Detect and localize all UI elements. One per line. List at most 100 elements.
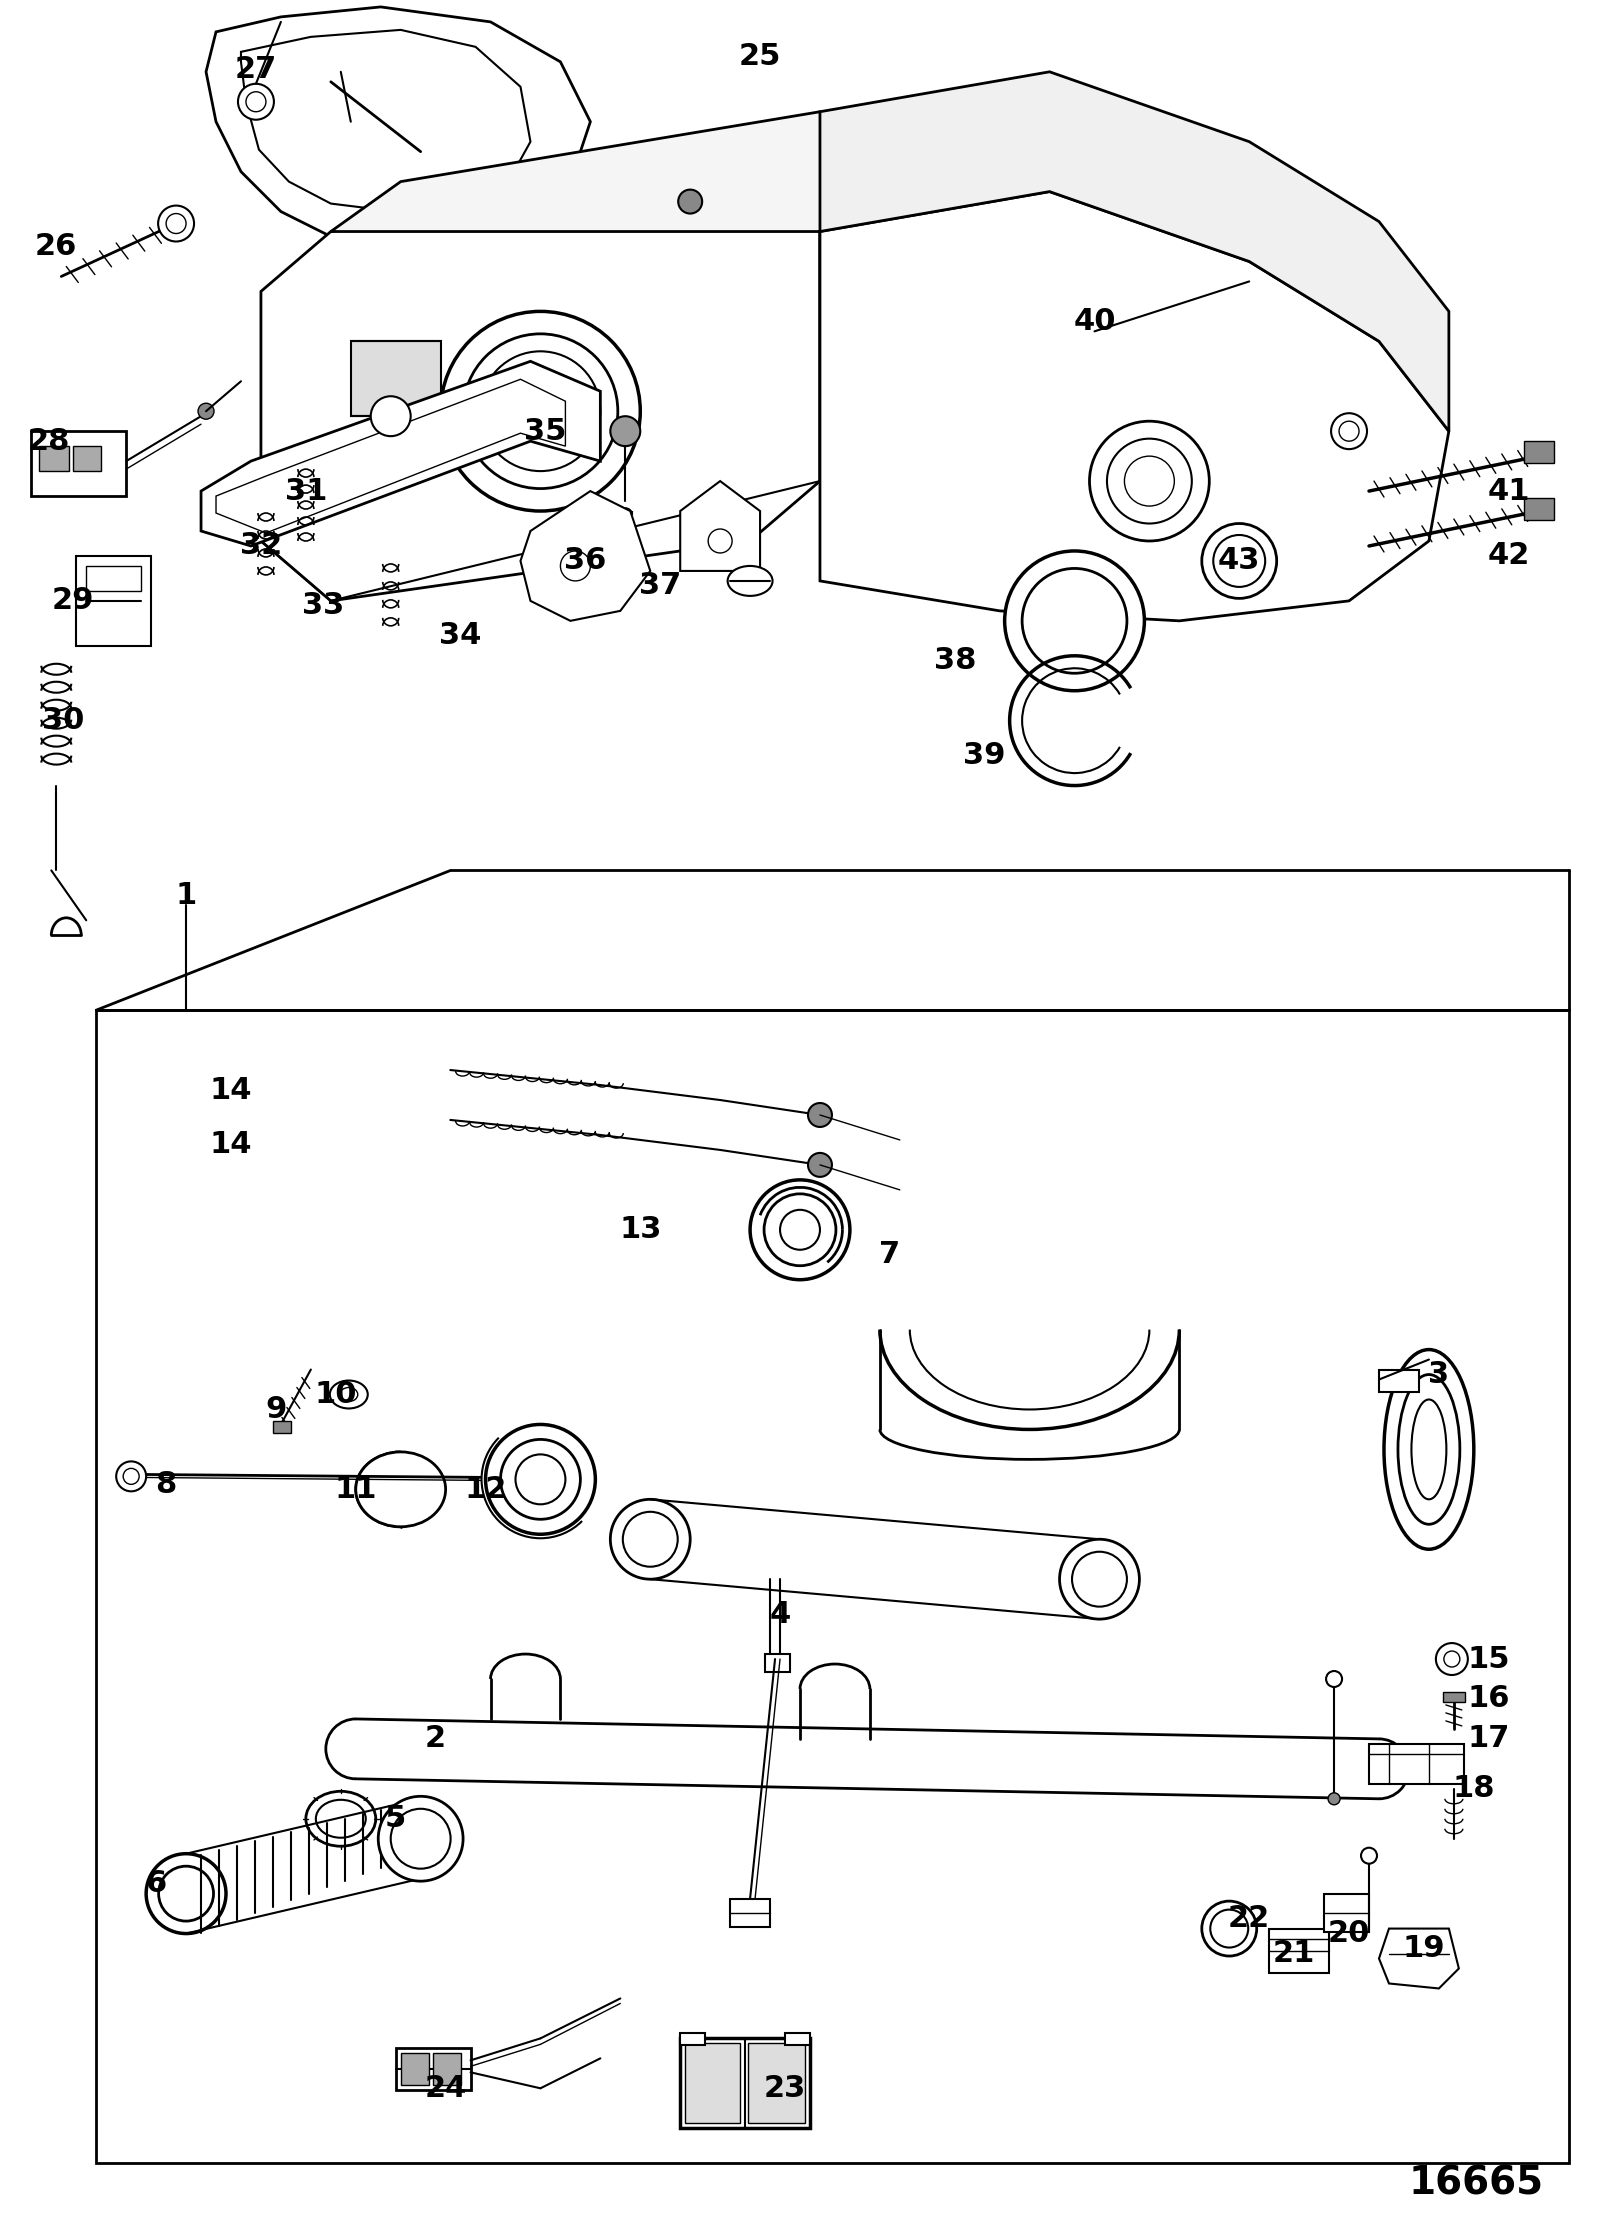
Ellipse shape [781, 1209, 819, 1249]
Polygon shape [331, 111, 890, 233]
Text: 38: 38 [933, 647, 976, 676]
Ellipse shape [1202, 1900, 1256, 1956]
Text: 14: 14 [210, 1076, 253, 1105]
Ellipse shape [390, 1810, 451, 1869]
Text: 4: 4 [770, 1599, 790, 1628]
Text: 27: 27 [235, 55, 277, 84]
Ellipse shape [1072, 1553, 1126, 1606]
Text: 24: 24 [424, 2073, 467, 2102]
Ellipse shape [1411, 1400, 1446, 1500]
Text: 16665: 16665 [1408, 2164, 1544, 2202]
Bar [1523, 498, 1554, 521]
Ellipse shape [306, 1792, 376, 1847]
Ellipse shape [440, 312, 640, 512]
Bar [786, 2033, 810, 2044]
Ellipse shape [1398, 1376, 1459, 1524]
Ellipse shape [1005, 552, 1144, 691]
Ellipse shape [1090, 421, 1210, 540]
Bar [395, 2049, 470, 2091]
Polygon shape [680, 481, 760, 571]
Ellipse shape [1384, 1349, 1474, 1548]
Text: 22: 22 [1229, 1905, 1270, 1934]
Text: 23: 23 [763, 2073, 806, 2102]
Ellipse shape [462, 334, 618, 490]
Text: 14: 14 [210, 1130, 253, 1158]
Ellipse shape [610, 1500, 690, 1579]
Ellipse shape [315, 1801, 366, 1838]
Circle shape [678, 190, 702, 213]
Ellipse shape [750, 1181, 850, 1280]
Text: 20: 20 [1328, 1918, 1370, 1947]
Bar [274, 1422, 291, 1433]
Text: 18: 18 [1453, 1774, 1494, 1803]
Circle shape [1339, 421, 1358, 441]
Text: 21: 21 [1274, 1938, 1315, 1969]
Bar [1325, 1894, 1370, 1931]
Bar [32, 432, 126, 496]
Text: 7: 7 [880, 1240, 901, 1269]
Text: 28: 28 [29, 427, 70, 456]
Circle shape [560, 552, 590, 580]
Circle shape [117, 1462, 146, 1491]
Circle shape [1331, 414, 1366, 450]
Bar [730, 1898, 770, 1927]
Ellipse shape [355, 1451, 446, 1526]
Text: 26: 26 [35, 233, 77, 261]
Text: 2: 2 [426, 1725, 446, 1754]
Text: 13: 13 [619, 1216, 661, 1245]
Ellipse shape [765, 1194, 835, 1265]
Bar [432, 2053, 461, 2084]
Bar [40, 445, 69, 472]
Bar [685, 2044, 741, 2124]
Text: 41: 41 [1488, 476, 1530, 505]
Ellipse shape [1107, 439, 1192, 523]
Polygon shape [216, 379, 565, 534]
Circle shape [371, 396, 411, 436]
Text: 19: 19 [1403, 1934, 1445, 1962]
Text: 34: 34 [440, 622, 482, 651]
Ellipse shape [1202, 523, 1277, 598]
Text: 30: 30 [42, 707, 85, 735]
Polygon shape [206, 7, 590, 246]
Text: 1: 1 [176, 882, 197, 910]
Circle shape [1362, 1847, 1378, 1863]
Polygon shape [77, 556, 150, 647]
Ellipse shape [339, 1387, 358, 1402]
Circle shape [166, 213, 186, 233]
Polygon shape [819, 71, 1450, 432]
Ellipse shape [480, 352, 600, 472]
Text: 43: 43 [1218, 547, 1261, 576]
Text: 25: 25 [739, 42, 781, 71]
Polygon shape [202, 361, 600, 545]
Text: 8: 8 [155, 1471, 176, 1500]
Bar [765, 1655, 790, 1672]
Text: 40: 40 [1074, 308, 1115, 337]
Ellipse shape [728, 567, 773, 596]
Circle shape [808, 1154, 832, 1176]
Circle shape [1435, 1644, 1467, 1675]
Bar [74, 445, 101, 472]
Text: 35: 35 [525, 416, 566, 445]
Text: 33: 33 [302, 591, 344, 620]
Circle shape [1326, 1670, 1342, 1688]
Ellipse shape [1213, 536, 1266, 587]
Polygon shape [242, 29, 531, 213]
Circle shape [123, 1469, 139, 1484]
Ellipse shape [1210, 1909, 1248, 1947]
Ellipse shape [1125, 456, 1174, 505]
Ellipse shape [515, 1455, 565, 1504]
Text: 31: 31 [285, 476, 326, 505]
Ellipse shape [501, 1440, 581, 1519]
Ellipse shape [1022, 569, 1126, 673]
Circle shape [158, 206, 194, 241]
Polygon shape [819, 162, 890, 481]
Bar [749, 2044, 805, 2124]
Polygon shape [261, 162, 819, 600]
Ellipse shape [158, 1867, 213, 1920]
Polygon shape [1379, 1929, 1459, 1989]
Text: 15: 15 [1467, 1644, 1510, 1675]
Circle shape [1443, 1650, 1459, 1668]
Text: 39: 39 [963, 742, 1006, 771]
Text: 6: 6 [146, 1869, 166, 1898]
Bar [1379, 1369, 1419, 1391]
